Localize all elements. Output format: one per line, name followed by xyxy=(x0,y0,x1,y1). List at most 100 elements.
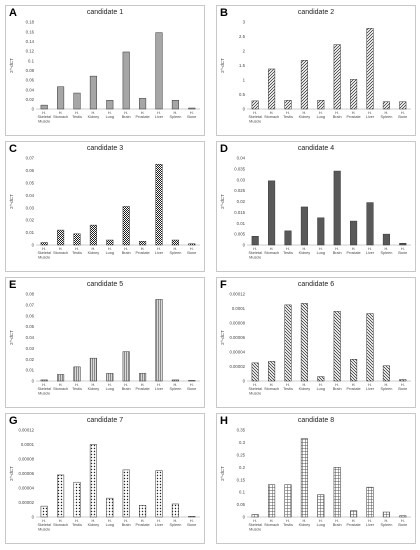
chart-panel-a: 2^-dCT 0 0.02 0.04 0.06 0.08 0.1 0.12 0.14 0.16 0.… xyxy=(5,5,205,136)
chart-f-ytick: 0.00012 xyxy=(229,292,245,297)
chart-a-bar xyxy=(106,100,114,110)
chart-e-ytick: 0.05 xyxy=(26,324,35,329)
chart-b-ytick: 1 xyxy=(243,78,246,83)
chart-d-ytick: 0.01 xyxy=(237,221,246,226)
chart-b-bar xyxy=(251,100,259,110)
chart-d-title: candidate 4 xyxy=(297,145,335,152)
chart-b-bar xyxy=(317,100,325,110)
chart-g-ytick: 0.0001 xyxy=(21,442,35,447)
chart-f-bar xyxy=(350,359,358,382)
chart-f-xtick: H. Prostate xyxy=(347,383,361,391)
chart-c-ytick: 0.04 xyxy=(26,193,35,198)
chart-b-ytick: 2.5 xyxy=(239,34,246,39)
chart-e-xtick: H. Lung xyxy=(106,383,114,391)
chart-c-xtick: H. Liver xyxy=(155,247,164,255)
chart-g-xtick: H. Liver xyxy=(155,519,164,527)
chart-d-xtick: H. Skeletal Muscle xyxy=(248,247,262,259)
chart-a-xtick: H. Testis xyxy=(72,111,82,119)
chart-h-ytick: 0.15 xyxy=(237,477,246,482)
chart-d-bar xyxy=(399,243,407,246)
chart-g-xtick: H. Skeletal Muscle xyxy=(37,519,51,531)
chart-h-bar xyxy=(300,438,308,518)
chart-g-bar xyxy=(188,516,196,518)
chart-panel-f: 2^-dCT 0 0.00002 0.00004 0.00006 0.00008 0.000… xyxy=(216,277,416,408)
chart-g-xtick: H. Testis xyxy=(72,519,82,527)
chart-h-xtick: H. Skeletal Muscle xyxy=(248,519,262,531)
chart-b-xtick: H. Prostate xyxy=(347,111,361,119)
chart-e-bar xyxy=(73,366,81,382)
chart-f-xtick: H. Testis xyxy=(283,383,293,391)
chart-d-bar xyxy=(300,206,308,246)
chart-a-ytick: 0.16 xyxy=(26,29,35,34)
chart-c-bar xyxy=(89,224,97,246)
chart-a-bar xyxy=(188,107,196,110)
chart-a-bar xyxy=(122,51,130,110)
chart-b-bar xyxy=(350,79,358,110)
chart-b-xtick: H. Lung xyxy=(317,111,325,119)
chart-c-ytick: 0.02 xyxy=(26,218,35,223)
chart-a-xtick: H. Lung xyxy=(106,111,114,119)
chart-c-ytick: 0.06 xyxy=(26,168,35,173)
chart-c-xtick: H. Lung xyxy=(106,247,114,255)
chart-a-xtick: H. Brain xyxy=(122,111,131,119)
chart-b-xtick: H. Kidney xyxy=(299,111,311,119)
chart-g-bar xyxy=(155,470,163,518)
chart-e-bar xyxy=(40,379,48,382)
chart-c-plot: 2^-dCT 0 0.01 0.02 0.03 0.04 0.05 0.06 0.07 H. Ske… xyxy=(9,156,200,259)
chart-c-ytick: 0.01 xyxy=(26,230,35,235)
chart-e-bar xyxy=(139,373,147,382)
chart-f-bar xyxy=(366,313,374,382)
chart-f-ytick: 0.00004 xyxy=(229,350,245,355)
chart-h-ytick: 0.3 xyxy=(239,440,246,445)
chart-a-bar xyxy=(40,104,48,110)
chart-g-xtick: H. Prostate xyxy=(136,519,150,527)
chart-h-title: candidate 8 xyxy=(297,417,335,424)
chart-b-ytick: 0.5 xyxy=(239,92,246,97)
chart-d-xtick: H. Kidney xyxy=(299,247,311,255)
chart-c-xtick: H. Kidney xyxy=(88,247,100,255)
chart-c-bar xyxy=(122,206,130,246)
chart-f-bar xyxy=(300,303,308,382)
chart-e-bar xyxy=(106,373,114,382)
chart-g-plot: 2^-dCT 0 0.00002 0.00004 0.00006 0.00008 0.000… xyxy=(9,428,200,531)
chart-f-xtick: H. Liver xyxy=(366,383,375,391)
chart-a-bar xyxy=(155,32,163,110)
chart-d-xtick: H. Lung xyxy=(317,247,325,255)
chart-d-bar xyxy=(317,217,325,246)
chart-b-xtick: H. Liver xyxy=(366,111,375,119)
chart-e-panel-label: E xyxy=(9,279,17,291)
chart-c-xtick: H. Testis xyxy=(72,247,82,255)
chart-d-ytick: 0.02 xyxy=(237,199,246,204)
chart-d-bar xyxy=(333,170,341,246)
chart-h-xtick: H. Testis xyxy=(283,519,293,527)
chart-g-title: candidate 7 xyxy=(86,417,124,424)
chart-e-ytick: 0.04 xyxy=(26,335,35,340)
chart-a-plot: 2^-dCT 0 0.02 0.04 0.06 0.08 0.1 0.12 0.14 0.16 0.… xyxy=(9,20,200,123)
chart-c-xtick: H. Prostate xyxy=(136,247,150,255)
chart-e-bar xyxy=(171,379,179,382)
chart-f-ytick: 0.00008 xyxy=(229,321,245,326)
chart-h-panel-label: H xyxy=(220,415,228,427)
chart-d-bar xyxy=(350,220,358,246)
chart-b-xtick: H. Stomach xyxy=(264,111,279,119)
chart-g-ytick: 0 xyxy=(32,515,35,520)
chart-h-xtick: H. Kidney xyxy=(299,519,311,527)
chart-g-xtick: H. Spleen xyxy=(169,519,181,527)
chart-g-ytick: 0.00008 xyxy=(18,457,34,462)
chart-d-plot: 2^-dCT 0 0.005 0.01 0.015 0.02 0.025 0.03 0.035 0… xyxy=(220,156,411,259)
chart-g-ylabel: 2^-dCT xyxy=(9,466,14,481)
chart-a-xtick: H. Liver xyxy=(155,111,164,119)
chart-panel-h: 2^-dCT 0 0.05 0.1 0.15 0.2 0.25 0.3 0.35 H. Skelet… xyxy=(216,413,416,544)
chart-e-ytick: 0.01 xyxy=(26,368,35,373)
chart-d-ytick: 0.005 xyxy=(234,232,245,237)
chart-h-bar xyxy=(399,515,407,518)
chart-panel-e: 2^-dCT 0 0.01 0.02 0.03 0.04 0.05 0.06 0.07 0.08 H… xyxy=(5,277,205,408)
chart-a-bar xyxy=(171,100,179,110)
chart-e-bar xyxy=(155,299,163,382)
chart-b-bar xyxy=(399,101,407,110)
chart-g-bar xyxy=(171,503,179,518)
chart-g-ytick: 0.00002 xyxy=(18,500,34,505)
chart-panel-d: 2^-dCT 0 0.005 0.01 0.015 0.02 0.025 0.03 0.035 0… xyxy=(216,141,416,272)
chart-panel-g: 2^-dCT 0 0.00002 0.00004 0.00006 0.00008 0.000… xyxy=(5,413,205,544)
chart-h-xtick: H. Bone xyxy=(398,519,407,527)
